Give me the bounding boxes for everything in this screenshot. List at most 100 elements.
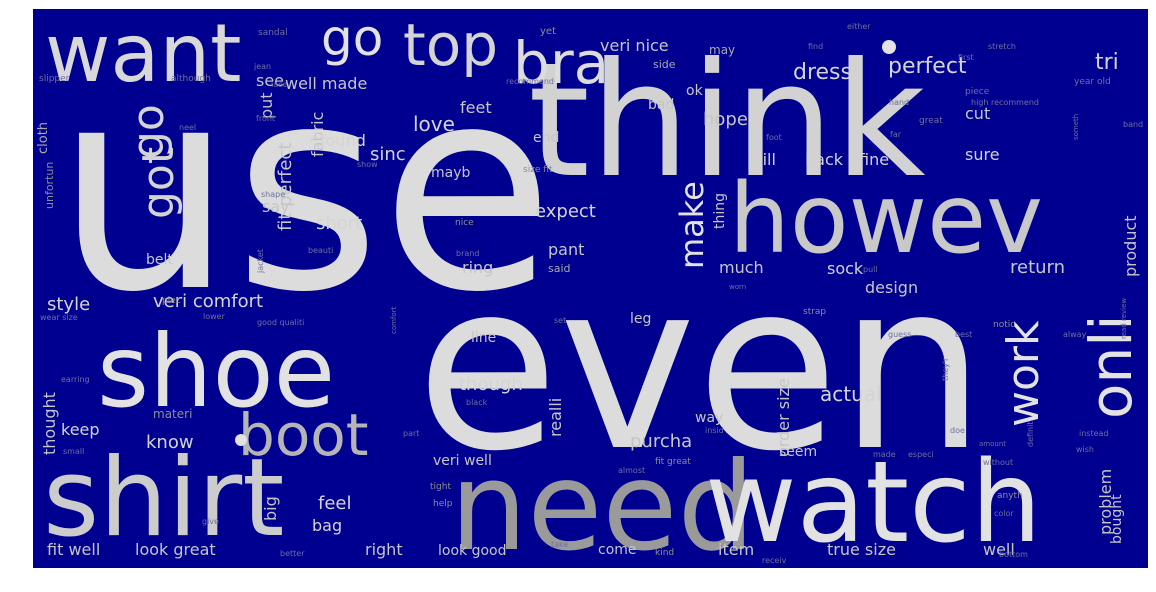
word-thought: thought — [40, 392, 59, 455]
word-give: give — [202, 517, 219, 526]
word-alway: alway — [1063, 330, 1087, 339]
word-without: without — [983, 458, 1013, 467]
word-want: want — [45, 9, 242, 100]
word-fabric: fabric — [308, 112, 327, 157]
word-mayb: mayb — [431, 165, 471, 181]
word-say: say — [262, 197, 290, 216]
word-show: show — [357, 160, 378, 169]
word-kind: kind — [655, 548, 674, 558]
word-worn: worn — [729, 283, 746, 291]
word-receiv: receiv — [762, 556, 787, 565]
word-fit-great: fit great — [655, 457, 691, 467]
word-materi: materi — [153, 407, 192, 421]
word-shoe: shoe — [97, 313, 335, 430]
word-lower: lower — [203, 312, 226, 321]
word-cut: cut — [965, 104, 990, 123]
word-take: take — [551, 540, 568, 549]
word-neel: neel — [179, 123, 196, 132]
word-bottom: bottom — [999, 550, 1028, 559]
word-either: either — [847, 22, 871, 31]
word-come: come — [598, 542, 637, 558]
word-guess: guess — [888, 330, 911, 339]
word-well-made: well made — [285, 74, 367, 93]
word-right: right — [365, 540, 403, 559]
word-sure: sure — [965, 145, 1000, 164]
word-veri-comfort: veri comfort — [153, 291, 263, 312]
word-use: use — [55, 25, 554, 354]
word-purcha: purcha — [630, 431, 692, 452]
word-much: much — [719, 258, 764, 277]
word-design: design — [865, 278, 918, 297]
word-hope: hope — [703, 109, 748, 130]
word-howev: howev — [729, 163, 1043, 275]
word-bra: bra — [513, 29, 609, 97]
word-slipper: slipper — [39, 74, 70, 84]
word-set: set — [554, 316, 566, 325]
word-yet: yet — [540, 26, 556, 37]
word-item: item — [718, 540, 754, 559]
word-still: still — [748, 150, 776, 169]
word-look-great: look great — [135, 540, 216, 559]
word-small: small — [63, 447, 84, 456]
word-sinc: sinc — [370, 144, 406, 165]
word-problem: problem — [1096, 469, 1115, 535]
word-line: line — [471, 330, 496, 346]
word-piec: piec — [162, 296, 181, 306]
word-piece: piece — [965, 87, 990, 97]
word-comfort: comfort — [390, 306, 398, 334]
word-lace: lace — [271, 80, 288, 89]
word-got: got — [133, 147, 184, 219]
word-bought: bought — [1109, 494, 1125, 544]
word-put: put — [257, 92, 276, 119]
word-true-size: true size — [827, 540, 896, 559]
word-look-good: look good — [438, 543, 506, 559]
word-way: way — [695, 410, 723, 426]
word-instead: instead — [1079, 429, 1109, 438]
word-unfortun: unfortun — [43, 162, 56, 209]
word-beauti: beauti — [308, 246, 333, 255]
word-insid: insid — [705, 426, 724, 435]
word-anyth: anyth — [997, 491, 1023, 501]
word-work: work — [998, 320, 1049, 427]
word-strap: strap — [803, 307, 826, 317]
word-side: side — [653, 58, 676, 71]
word-feel: feel — [318, 493, 352, 514]
word-brand: brand — [456, 249, 479, 258]
word-best: best — [955, 330, 972, 339]
word-although: although — [171, 74, 211, 84]
word-onli: onli — [1077, 315, 1145, 419]
word-hand: hand — [889, 98, 909, 107]
word-see: see — [256, 71, 284, 90]
word-return: return — [1010, 257, 1065, 278]
word-said: said — [548, 262, 571, 275]
word-stretch: stretch — [988, 42, 1016, 51]
word-think: think — [528, 29, 926, 213]
word-sock: sock — [827, 259, 864, 278]
word-foot: foot — [766, 133, 782, 142]
dot-mark — [882, 40, 896, 54]
word-help: help — [433, 499, 453, 509]
word-actual: actual — [820, 382, 882, 406]
word-even: even — [416, 232, 986, 502]
word-earring: earring — [61, 375, 90, 384]
word-front: front — [256, 114, 275, 123]
word-dress: dress — [793, 60, 852, 85]
word-veri-well: veri well — [433, 453, 492, 469]
word-recommend: recommend — [506, 77, 554, 86]
dot-mark — [235, 434, 247, 446]
word-expect: expect — [535, 201, 596, 222]
word-leg: leg — [630, 311, 651, 327]
word-first: first — [958, 53, 974, 62]
word-cloud: use even think shirt need watch howev sh… — [33, 9, 1148, 568]
word-year-old: year old — [1074, 77, 1111, 87]
word-go-vertical: go — [123, 104, 174, 159]
word-need: need — [450, 436, 755, 568]
word-cloud-canvas: use even think shirt need watch howev sh… — [33, 9, 1148, 568]
word-great: great — [919, 116, 943, 126]
word-style: style — [47, 294, 90, 315]
word-love: love — [413, 112, 455, 136]
word-end: end — [533, 130, 559, 146]
word-wear-size: wear size — [40, 313, 78, 322]
word-make: make — [673, 181, 711, 269]
word-black: black — [466, 398, 488, 407]
